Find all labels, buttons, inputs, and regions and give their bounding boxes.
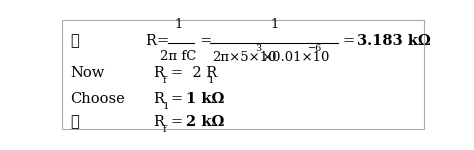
Text: f: f (163, 125, 166, 134)
Text: =: = (156, 34, 169, 48)
Text: ∴: ∴ (70, 115, 79, 129)
Text: 2π×5×10: 2π×5×10 (212, 51, 276, 64)
Text: ∴: ∴ (70, 34, 79, 48)
Text: ×0.01×10: ×0.01×10 (261, 51, 330, 64)
Text: 3: 3 (255, 44, 261, 53)
Text: 1: 1 (270, 18, 278, 32)
Text: 2π fC: 2π fC (161, 50, 197, 63)
Text: Now: Now (70, 66, 105, 80)
Text: =: = (200, 34, 212, 48)
Text: R: R (146, 34, 156, 48)
Text: =: = (342, 34, 354, 48)
Text: 1: 1 (174, 18, 183, 32)
Text: =  2 R: = 2 R (171, 66, 217, 80)
Text: 1: 1 (163, 102, 169, 111)
Text: R: R (153, 66, 164, 80)
Text: =: = (171, 92, 182, 106)
Text: 1 kΩ: 1 kΩ (186, 92, 224, 106)
Text: Choose: Choose (70, 92, 125, 106)
Text: 2 kΩ: 2 kΩ (186, 115, 224, 129)
Text: =: = (171, 115, 182, 129)
Text: f: f (163, 76, 166, 85)
Text: R: R (153, 92, 164, 106)
Text: 1: 1 (207, 76, 214, 85)
Text: R: R (153, 115, 164, 129)
Text: 3.183 kΩ: 3.183 kΩ (357, 34, 430, 48)
Text: −6: −6 (308, 44, 322, 53)
